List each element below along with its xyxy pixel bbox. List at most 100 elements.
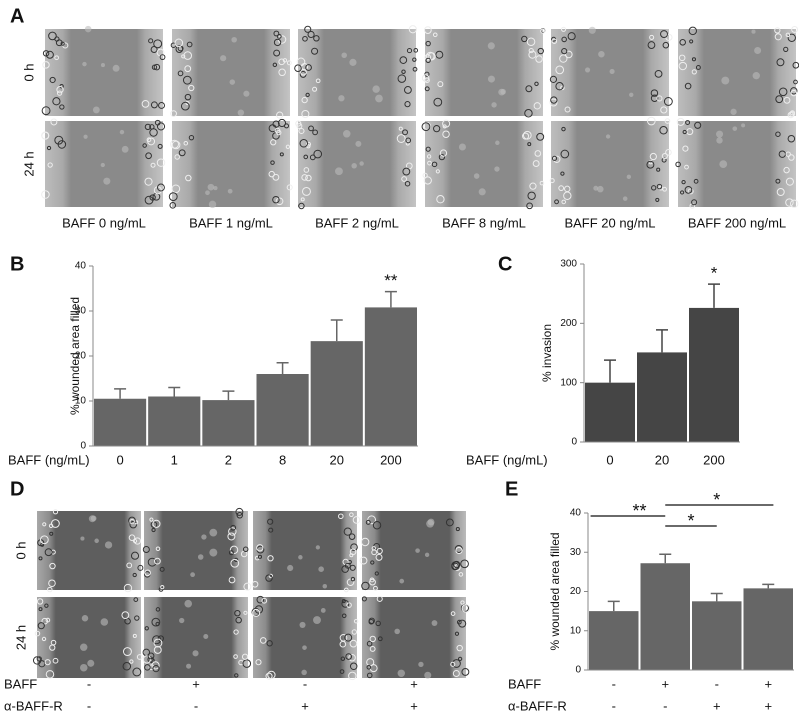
bar	[256, 374, 309, 446]
cell	[413, 48, 419, 53]
cell	[41, 190, 50, 199]
cell	[458, 572, 464, 577]
cell	[148, 38, 154, 44]
cell	[776, 188, 785, 196]
cell	[665, 149, 672, 156]
cell	[272, 173, 280, 181]
cell	[276, 111, 284, 119]
cell	[473, 173, 480, 179]
cell	[79, 663, 88, 672]
cell	[286, 184, 293, 191]
cell	[305, 92, 310, 98]
cell	[100, 63, 105, 68]
cell	[121, 611, 130, 620]
cell	[186, 663, 192, 669]
cell	[153, 638, 163, 648]
bar	[640, 563, 690, 670]
cell	[561, 48, 568, 55]
y-tick-label: 300	[560, 259, 577, 270]
cell	[156, 122, 166, 131]
cell	[156, 158, 166, 167]
cell	[374, 571, 379, 576]
cell	[158, 101, 165, 109]
cell	[49, 562, 56, 570]
cell	[688, 26, 698, 36]
x-tick-label: 8	[279, 452, 286, 467]
cell	[526, 37, 536, 47]
cell	[243, 610, 248, 615]
cell	[348, 653, 356, 662]
cell	[415, 548, 420, 553]
cell	[192, 650, 199, 657]
cell	[549, 98, 558, 107]
caption: BAFF 1 ng/mL	[189, 215, 273, 230]
cell	[361, 581, 370, 591]
cell	[142, 143, 147, 148]
cell	[270, 160, 275, 165]
bar	[585, 382, 635, 442]
cell	[774, 33, 782, 41]
cell	[679, 190, 685, 195]
cell	[521, 35, 528, 43]
cell	[691, 69, 697, 75]
cell	[376, 595, 383, 602]
cell	[307, 30, 315, 39]
condition-sign: +	[410, 676, 418, 691]
cell	[41, 106, 51, 116]
cell	[252, 608, 261, 617]
cell	[128, 534, 136, 542]
cell	[368, 618, 375, 625]
cell	[272, 120, 280, 128]
cell	[137, 564, 144, 571]
cell	[678, 54, 686, 62]
cell	[312, 129, 318, 136]
cell	[532, 160, 540, 168]
cell	[274, 127, 281, 134]
cell	[754, 46, 762, 54]
cell	[421, 74, 430, 82]
cell	[774, 27, 781, 34]
cell	[273, 49, 281, 57]
cell	[130, 551, 140, 560]
cell	[426, 154, 432, 159]
cell	[301, 669, 307, 676]
cell	[296, 123, 303, 129]
cell	[38, 607, 43, 612]
cell	[37, 622, 45, 630]
cell	[787, 134, 796, 143]
cell	[177, 70, 184, 77]
cell	[351, 163, 357, 169]
condition-label: α-BAFF-R	[508, 698, 567, 713]
cell	[54, 135, 64, 145]
cell	[242, 546, 249, 553]
condition-sign: +	[301, 698, 309, 713]
cell	[495, 140, 500, 146]
y-tick-label: 100	[560, 377, 577, 388]
cell	[150, 162, 156, 168]
cell	[294, 64, 302, 73]
cell	[649, 152, 657, 161]
cell	[716, 130, 724, 138]
cell	[401, 176, 408, 182]
cell	[527, 142, 532, 147]
cell	[208, 200, 217, 209]
cell	[261, 597, 268, 604]
cell	[684, 82, 692, 90]
cell	[349, 639, 358, 648]
y-tick-label: 10	[570, 625, 582, 636]
cell	[184, 93, 192, 101]
cell	[461, 668, 470, 676]
cell	[175, 45, 184, 53]
cell	[41, 131, 50, 140]
cell	[229, 79, 236, 85]
cell	[56, 90, 63, 96]
bar	[202, 400, 255, 446]
cell	[243, 90, 250, 97]
cell	[375, 553, 383, 561]
cell	[44, 603, 49, 608]
y-tick-label: 0	[571, 437, 577, 448]
cell	[442, 124, 447, 129]
cell	[237, 109, 245, 116]
cell	[534, 81, 539, 87]
row-label: 0 h	[21, 63, 36, 81]
